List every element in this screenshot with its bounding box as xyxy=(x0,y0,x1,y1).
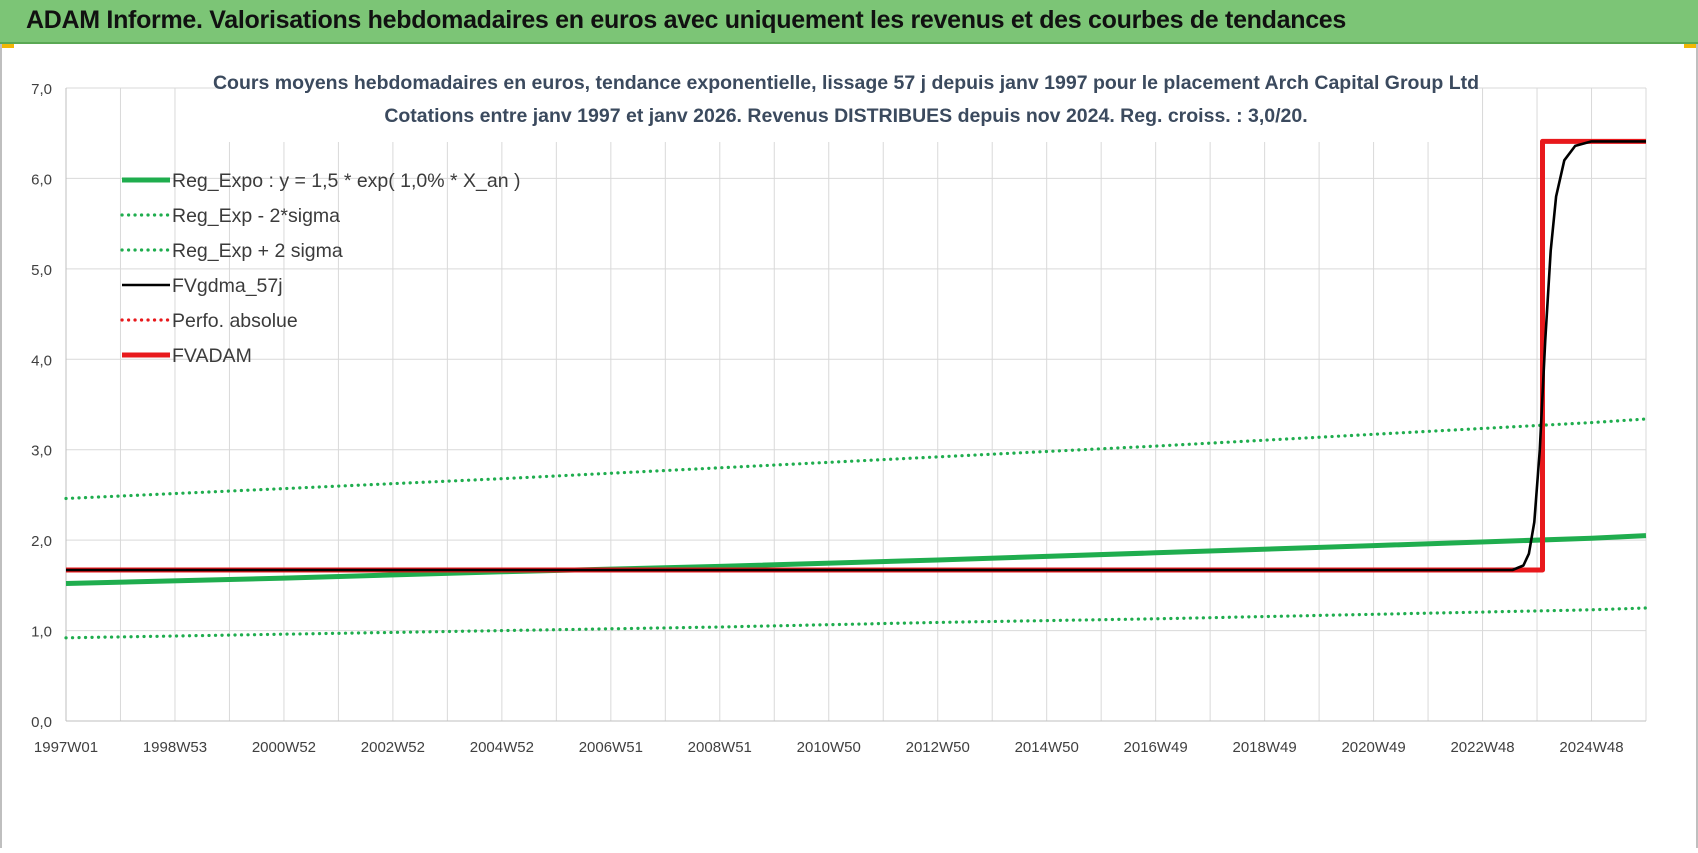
x-tick-label: 2018W49 xyxy=(1233,739,1297,756)
page-title: ADAM Informe. Valorisations hebdomadaire… xyxy=(26,6,1347,34)
chart-svg: 0,0 1,0 2,0 3,0 4,0 5,0 6,0 7,0 1997W01 1998W53 20… xyxy=(31,62,1648,756)
y-tick-label: 0,0 xyxy=(31,714,52,731)
y-tick-label: 6,0 xyxy=(31,171,52,188)
y-tick-label: 3,0 xyxy=(31,443,52,460)
x-tick-label: 2016W49 xyxy=(1124,739,1188,756)
corner-mark-left xyxy=(0,44,14,48)
x-tick-label: 2006W51 xyxy=(579,739,643,756)
legend-label: Reg_Exp - 2*sigma xyxy=(172,205,340,227)
legend-label: FVgdma_57j xyxy=(172,275,283,297)
legend-label: Reg_Exp + 2 sigma xyxy=(172,240,343,262)
legend: Reg_Expo : y = 1,5 * exp( 1,0% * X_an ) R… xyxy=(120,170,521,367)
series-line-3 xyxy=(66,140,1646,572)
x-tick-label: 2022W48 xyxy=(1450,739,1514,756)
x-tick-label: 2014W50 xyxy=(1015,739,1079,756)
series-line-0 xyxy=(65,533,1647,586)
y-tick-label: 1,0 xyxy=(31,624,52,641)
axis-layer: 0,0 1,0 2,0 3,0 4,0 5,0 6,0 7,0 1997W01 1998W53 20… xyxy=(31,81,1646,756)
y-tick-label: 4,0 xyxy=(31,352,52,369)
title-background xyxy=(226,62,1466,142)
header-bar: ADAM Informe. Valorisations hebdomadaire… xyxy=(0,0,1698,44)
legend-label: Reg_Expo : y = 1,5 * exp( 1,0% * X_an ) xyxy=(172,170,521,192)
x-tick-label: 1997W01 xyxy=(34,739,98,756)
x-tick-label: 2004W52 xyxy=(470,739,534,756)
y-tick-label: 5,0 xyxy=(31,262,52,279)
legend-label: FVADAM xyxy=(172,345,252,367)
x-tick-label: 2020W49 xyxy=(1341,739,1405,756)
chart-frame: 0,0 1,0 2,0 3,0 4,0 5,0 6,0 7,0 1997W01 1998W53 20… xyxy=(0,44,1698,848)
chart-title: Cours moyens hebdomadaires en euros, ten… xyxy=(213,72,1479,94)
x-tick-label: 2002W52 xyxy=(361,739,425,756)
grid-layer xyxy=(65,87,1647,722)
x-tick-label: 1998W53 xyxy=(143,739,207,756)
y-tick-label: 2,0 xyxy=(31,533,52,550)
legend-label: Perfo. absolue xyxy=(172,310,298,332)
x-tick-label: 2012W50 xyxy=(906,739,970,756)
x-tick-label: 2008W51 xyxy=(688,739,752,756)
series-line-1 xyxy=(64,606,1648,640)
corner-mark-right xyxy=(1684,44,1698,48)
chart-subtitle: Cotations entre janv 1997 et janv 2026. … xyxy=(384,105,1307,127)
series-layer xyxy=(64,138,1648,640)
x-tick-label: 2010W50 xyxy=(797,739,861,756)
x-tick-label: 2024W48 xyxy=(1559,739,1623,756)
series-line-2 xyxy=(64,417,1648,501)
x-tick-label: 2000W52 xyxy=(252,739,316,756)
y-tick-label: 7,0 xyxy=(31,81,52,98)
